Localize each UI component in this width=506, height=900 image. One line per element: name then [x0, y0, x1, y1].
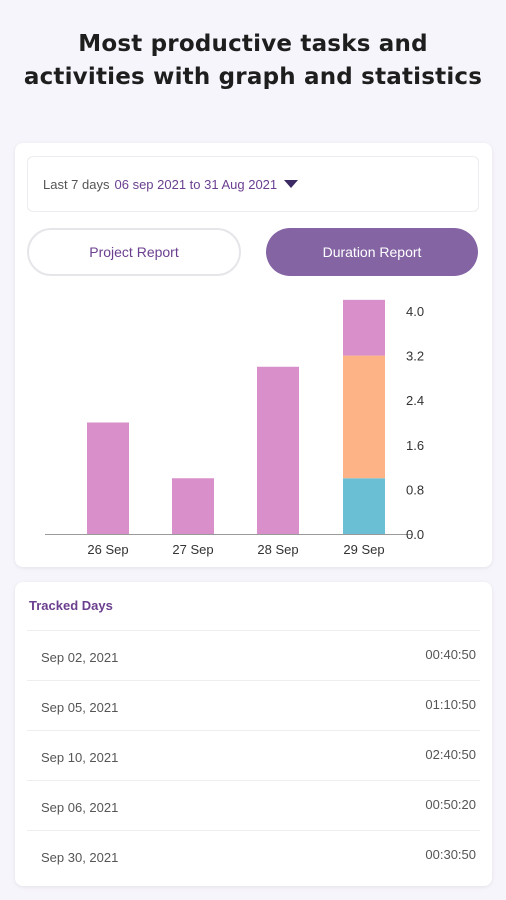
- y-tick-label: 3.2: [406, 349, 424, 364]
- date-range-selector[interactable]: Last 7 days 06 sep 2021 to 31 Aug 2021: [27, 156, 479, 212]
- y-tick-label: 4.0: [406, 304, 424, 319]
- x-tick-label: 29 Sep: [343, 542, 384, 557]
- y-tick-label: 0.0: [406, 527, 424, 542]
- duration-bar-chart: 26 Sep 27 Sep 28 Sep 29 Sep 0.0 0.8 1.6 2.4 3.2 4…: [45, 299, 424, 557]
- tracked-days-card: Tracked Days Sep 02, 2021 00:40:50 Sep 05,…: [15, 582, 492, 886]
- tracked-day-date: Sep 06, 2021: [41, 800, 119, 815]
- tracked-day-row[interactable]: Sep 06, 2021 00:50:20: [27, 780, 480, 830]
- bar-segment: [343, 355, 385, 479]
- tab-duration-report[interactable]: Duration Report: [266, 228, 478, 276]
- headline-line-1: Most productive tasks and: [78, 31, 428, 57]
- tracked-day-row[interactable]: Sep 02, 2021 00:40:50: [27, 630, 480, 680]
- bar-segment: [343, 478, 385, 534]
- tracked-day-row[interactable]: Sep 10, 2021 02:40:50: [27, 730, 480, 780]
- y-tick-label: 0.8: [406, 482, 424, 497]
- y-tick-label: 2.4: [406, 393, 424, 408]
- report-card: Last 7 days 06 sep 2021 to 31 Aug 2021 P…: [15, 143, 492, 567]
- tracked-days-title: Tracked Days: [29, 598, 113, 613]
- tracked-day-date: Sep 02, 2021: [41, 650, 119, 665]
- tracked-day-row[interactable]: Sep 30, 2021 00:30:50: [27, 830, 480, 880]
- headline-line-2: activities with graph and statistics: [23, 64, 483, 90]
- date-range-prefix: Last 7 days: [43, 176, 110, 192]
- bar-segment: [172, 478, 214, 534]
- bar-segment: [257, 366, 299, 534]
- page-headline: Most productive tasks and activities wit…: [0, 28, 506, 94]
- tracked-day-date: Sep 05, 2021: [41, 700, 119, 715]
- tracked-day-row[interactable]: Sep 05, 2021 01:10:50: [27, 680, 480, 730]
- tracked-days-list: Sep 02, 2021 00:40:50 Sep 05, 2021 01:10:50…: [27, 630, 480, 880]
- tracked-day-duration: 02:40:50: [425, 747, 476, 762]
- tab-project-report-label: Project Report: [89, 244, 179, 260]
- x-tick-label: 26 Sep: [87, 542, 128, 557]
- tracked-day-duration: 00:40:50: [425, 647, 476, 662]
- bar-segment: [343, 299, 385, 356]
- tracked-day-date: Sep 30, 2021: [41, 850, 119, 865]
- tab-duration-report-label: Duration Report: [322, 244, 422, 260]
- x-tick-label: 27 Sep: [172, 542, 213, 557]
- y-tick-label: 1.6: [406, 438, 424, 453]
- bar-segment: [87, 422, 129, 534]
- date-range-value: 06 sep 2021 to 31 Aug 2021: [114, 176, 278, 192]
- tracked-day-duration: 00:30:50: [425, 847, 476, 862]
- tracked-day-date: Sep 10, 2021: [41, 750, 119, 765]
- tab-project-report[interactable]: Project Report: [27, 228, 241, 276]
- caret-down-icon[interactable]: [284, 180, 299, 188]
- x-tick-label: 28 Sep: [257, 542, 298, 557]
- tracked-day-duration: 00:50:20: [425, 797, 476, 812]
- tracked-day-duration: 01:10:50: [425, 697, 476, 712]
